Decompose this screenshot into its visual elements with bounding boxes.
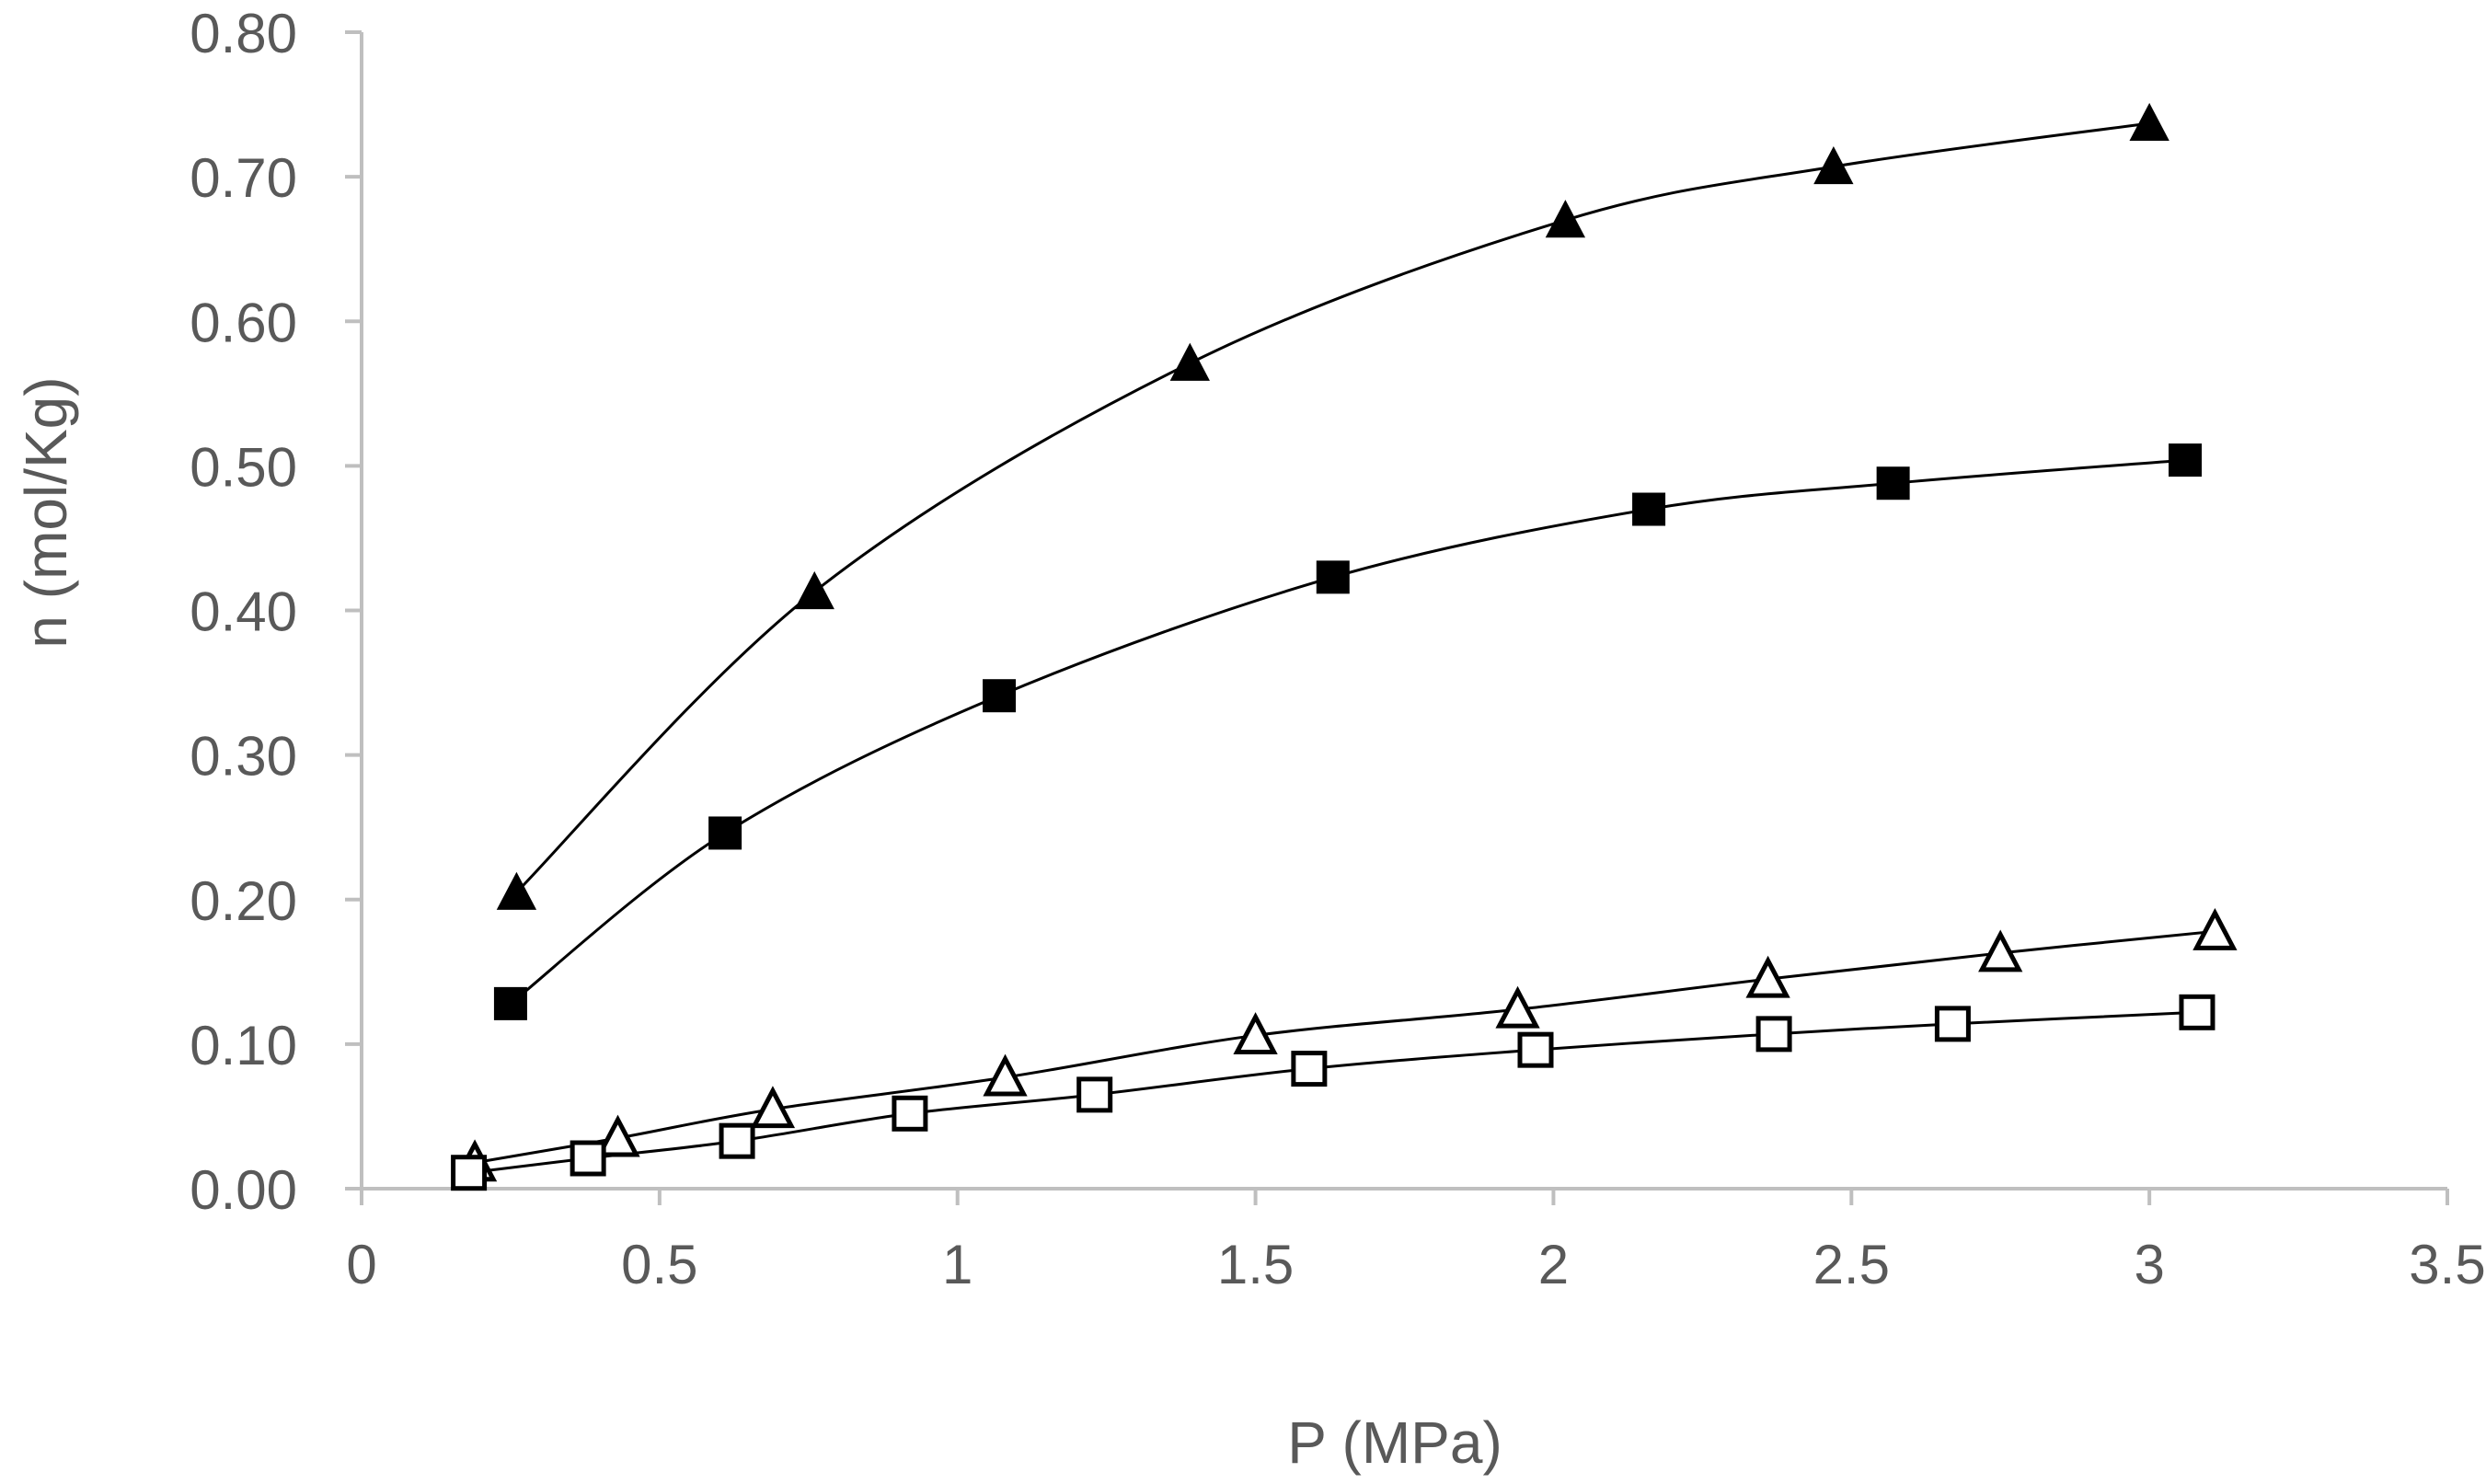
data-point-filled-triangle (794, 570, 834, 610)
data-markers (451, 102, 2238, 1191)
fit-curve-open-triangle (474, 929, 2216, 1165)
data-point-open-square (1291, 1051, 1328, 1087)
y-tick-label: 0.30 (190, 726, 297, 788)
x-tick-label: 3 (2134, 1234, 2164, 1295)
data-point-open-triangle (1745, 955, 1790, 998)
data-point-filled-triangle (2129, 102, 2169, 141)
x-tick-label: 2 (1538, 1234, 1569, 1295)
data-point-open-square (1517, 1031, 1554, 1068)
y-tick-label: 0.00 (190, 1159, 297, 1221)
axes: 0.00 0.10 0.20 0.30 0.40 0.50 0.60 0.70 0.80 0 0.5… (190, 3, 2485, 1295)
data-point-filled-triangle (1169, 342, 1210, 381)
data-point-open-square (2179, 994, 2216, 1030)
data-point-open-triangle (595, 1114, 640, 1157)
data-point-filled-triangle (1813, 145, 1854, 185)
data-point-filled-square (1316, 560, 1350, 594)
y-axis-title: n (mol/Kg) (13, 376, 79, 648)
fit-curve-filled-square (509, 458, 2186, 1006)
x-axis-title: P (MPa) (1287, 1409, 1502, 1476)
data-point-open-triangle (983, 1053, 1028, 1097)
fit-curve-filled-triangle (515, 121, 2150, 893)
data-point-open-triangle (1233, 1012, 1278, 1054)
x-tick-label: 0.5 (621, 1234, 697, 1295)
y-tick-label: 0.80 (190, 3, 297, 64)
y-tick-label: 0.70 (190, 147, 297, 209)
y-tick-label: 0.20 (190, 870, 297, 932)
data-point-open-triangle (1495, 985, 1540, 1029)
data-point-open-triangle (2193, 907, 2238, 950)
data-point-open-triangle (750, 1086, 796, 1129)
fit-curve-open-square (468, 1010, 2198, 1175)
data-point-open-square (1755, 1016, 1792, 1053)
data-point-filled-triangle (496, 871, 537, 910)
data-point-filled-square (983, 679, 1017, 713)
data-point-filled-square (1632, 492, 1666, 526)
data-point-open-square (892, 1095, 928, 1132)
data-point-filled-square (2169, 443, 2203, 477)
data-point-open-square (451, 1155, 488, 1191)
data-point-filled-square (1876, 466, 1910, 500)
x-tick-label: 1 (942, 1234, 973, 1295)
x-tick-label: 3.5 (2409, 1234, 2485, 1295)
y-tick-label: 0.60 (190, 292, 297, 353)
y-tick-label: 0.40 (190, 581, 297, 643)
x-tick-label: 0 (346, 1234, 376, 1295)
data-point-filled-triangle (1545, 200, 1586, 238)
data-point-open-square (1076, 1076, 1113, 1113)
data-point-open-square (570, 1140, 606, 1177)
data-point-open-square (1934, 1006, 1971, 1042)
x-tick-label: 2.5 (1813, 1234, 1890, 1295)
data-point-open-square (719, 1122, 755, 1159)
data-point-open-triangle (1978, 929, 2023, 972)
data-point-filled-square (708, 816, 742, 850)
x-tick-label: 1.5 (1217, 1234, 1294, 1295)
y-tick-label: 0.10 (190, 1015, 297, 1076)
y-tick-label: 0.50 (190, 436, 297, 498)
data-point-filled-square (493, 986, 527, 1020)
